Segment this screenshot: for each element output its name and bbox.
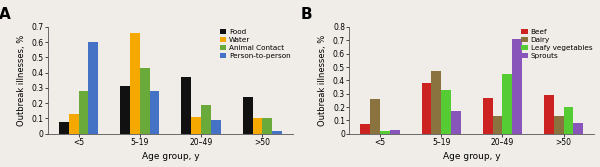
- Bar: [272, 131, 282, 134]
- Bar: [253, 118, 262, 134]
- Bar: [149, 91, 160, 134]
- Text: B: B: [300, 7, 312, 22]
- Y-axis label: Outbreak illnesses, %: Outbreak illnesses, %: [17, 35, 26, 126]
- Bar: [483, 98, 493, 134]
- Bar: [431, 71, 441, 134]
- Y-axis label: Outbreak illnesses, %: Outbreak illnesses, %: [319, 35, 328, 126]
- Bar: [140, 68, 149, 134]
- Bar: [201, 105, 211, 134]
- Bar: [380, 131, 390, 134]
- Bar: [88, 42, 98, 134]
- Bar: [370, 99, 380, 134]
- Bar: [181, 77, 191, 134]
- X-axis label: Age group, y: Age group, y: [443, 152, 500, 161]
- Text: A: A: [0, 7, 11, 22]
- Bar: [69, 114, 79, 134]
- Bar: [493, 116, 502, 134]
- Bar: [554, 116, 563, 134]
- Bar: [441, 90, 451, 134]
- Bar: [243, 97, 253, 134]
- Bar: [544, 95, 554, 134]
- Bar: [361, 124, 370, 134]
- Bar: [390, 130, 400, 134]
- Legend: Food, Water, Animal Contact, Person-to-person: Food, Water, Animal Contact, Person-to-p…: [219, 28, 292, 59]
- Bar: [191, 117, 201, 134]
- Bar: [262, 118, 272, 134]
- Bar: [502, 74, 512, 134]
- Bar: [563, 107, 574, 134]
- Bar: [79, 91, 88, 134]
- Legend: Beef, Dairy, Leafy vegetables, Sprouts: Beef, Dairy, Leafy vegetables, Sprouts: [521, 28, 593, 59]
- Bar: [59, 122, 69, 134]
- Bar: [451, 111, 461, 134]
- X-axis label: Age group, y: Age group, y: [142, 152, 199, 161]
- Bar: [120, 87, 130, 134]
- Bar: [574, 123, 583, 134]
- Bar: [211, 120, 221, 134]
- Bar: [512, 39, 522, 134]
- Bar: [130, 33, 140, 134]
- Bar: [422, 83, 431, 134]
